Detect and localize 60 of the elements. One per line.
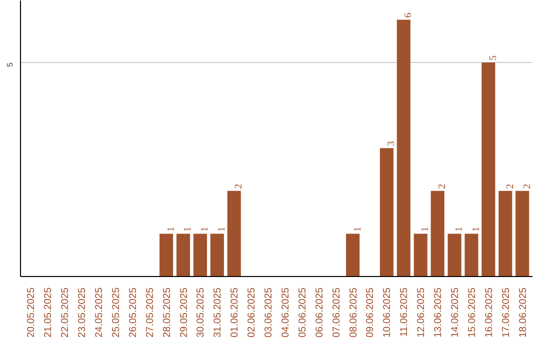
- x-tick-label: 15.06.2025: [466, 287, 478, 338]
- x-tick-label: 07.06.2025: [331, 287, 342, 338]
- bar: [346, 234, 360, 276]
- x-tick-label: 17.06.2025: [500, 287, 512, 338]
- x-tick-label: 12.06.2025: [416, 287, 428, 338]
- x-tick-label: 31.05.2025: [212, 287, 224, 338]
- x-tick-label: 04.06.2025: [280, 287, 292, 338]
- x-tick-label: 22.05.2025: [60, 287, 72, 338]
- x-tick-label: 10.06.2025: [382, 287, 394, 338]
- data-label: 2: [522, 184, 533, 189]
- bar: [176, 234, 190, 276]
- x-tick-label: 08.06.2025: [348, 287, 360, 338]
- data-label: 1: [420, 226, 432, 232]
- x-tick-label: 20.05.2025: [26, 287, 38, 338]
- x-tick-label: 29.05.2025: [178, 287, 190, 338]
- x-tick-label: 18.06.2025: [518, 287, 529, 338]
- bar: [498, 190, 512, 276]
- data-label: 3: [386, 141, 398, 146]
- x-tick-label: 06.06.2025: [314, 287, 326, 338]
- data-label: 5: [488, 56, 499, 61]
- data-label: 1: [216, 226, 228, 232]
- bar: [160, 234, 174, 276]
- x-tick-label: 23.05.2025: [77, 287, 88, 338]
- bar: [380, 148, 394, 276]
- bar: [464, 234, 478, 276]
- bar: [414, 234, 428, 276]
- data-label: 1: [454, 226, 466, 232]
- x-tick-label: 09.06.2025: [365, 287, 376, 338]
- data-label: 1: [166, 226, 177, 232]
- data-label: 1: [352, 226, 364, 232]
- x-tick-label: 05.06.2025: [297, 287, 308, 338]
- bar: [193, 234, 207, 276]
- bar: [210, 234, 224, 276]
- x-tick-label: 03.06.2025: [264, 287, 275, 338]
- x-tick-label: 30.05.2025: [196, 287, 207, 338]
- x-tick-label: 24.05.2025: [94, 287, 105, 338]
- data-label: 6: [403, 12, 414, 18]
- data-label: 1: [470, 226, 482, 232]
- x-tick-label: 26.05.2025: [128, 287, 139, 338]
- x-tick-label: 21.05.2025: [43, 287, 54, 338]
- x-tick-label: 01.06.2025: [230, 287, 241, 338]
- data-label: 1: [200, 226, 211, 232]
- bar: [448, 234, 462, 276]
- x-tick-label: 11.06.2025: [399, 287, 410, 337]
- x-tick-label: 02.06.2025: [246, 287, 258, 338]
- x-tick-label: 16.06.2025: [484, 287, 495, 338]
- x-tick-label: 28.05.2025: [162, 287, 173, 338]
- x-tick-label: 25.05.2025: [110, 287, 122, 338]
- bar: [482, 62, 496, 276]
- x-tick-label: 27.05.2025: [144, 287, 156, 338]
- data-label: 2: [234, 184, 245, 189]
- x-tick-label: 14.06.2025: [450, 287, 462, 338]
- data-label: 2: [437, 184, 448, 189]
- data-label: 1: [182, 226, 194, 232]
- bar: [396, 20, 410, 276]
- x-tick-label: 13.06.2025: [433, 287, 444, 338]
- bar: [227, 190, 241, 276]
- data-label: 2: [504, 184, 516, 189]
- bar: [430, 190, 444, 276]
- bar: [516, 190, 530, 276]
